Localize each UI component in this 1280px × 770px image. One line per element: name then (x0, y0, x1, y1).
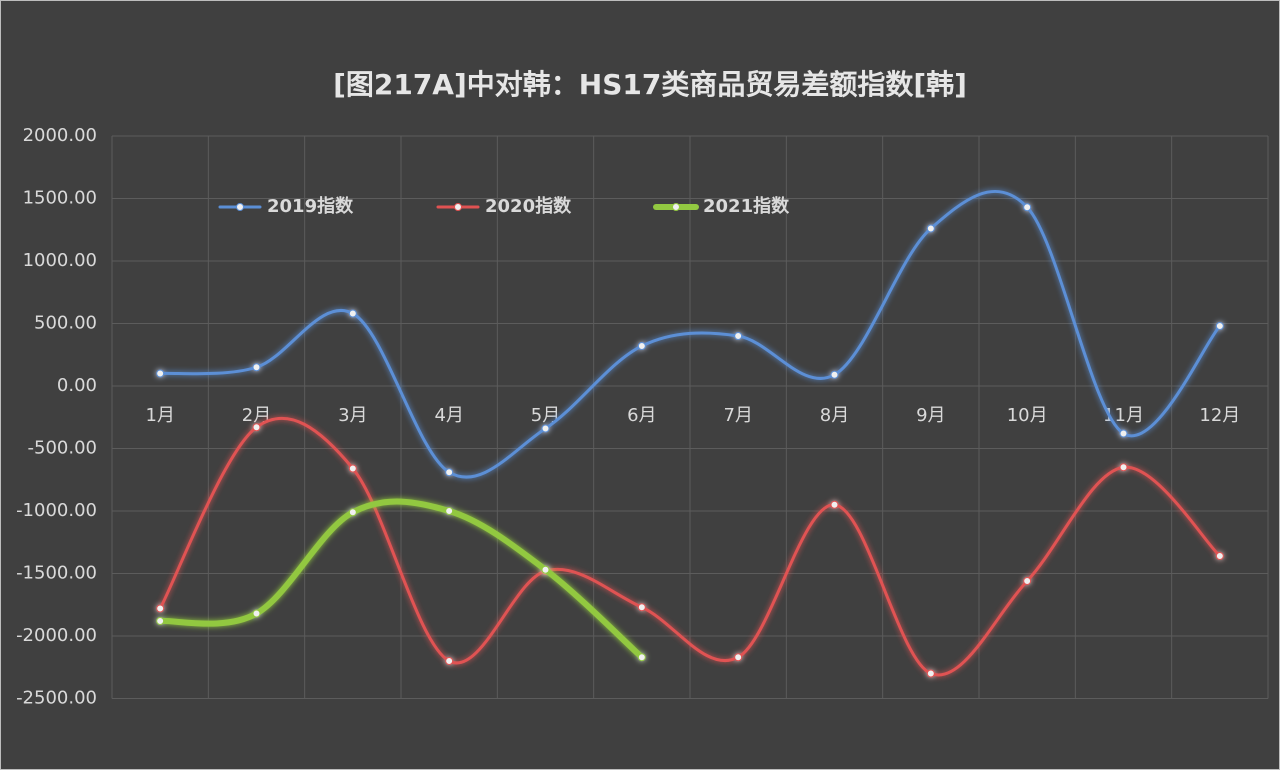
x-tick-label: 10月 (1007, 405, 1048, 426)
x-tick-label: 4月 (434, 405, 463, 426)
marker (348, 309, 357, 318)
marker (1119, 463, 1128, 472)
marker (1215, 322, 1224, 330)
x-tick-label: 9月 (916, 405, 945, 426)
y-tick-label: -500.00 (28, 438, 97, 459)
marker (348, 508, 357, 517)
marker (252, 363, 261, 372)
marker (830, 500, 839, 509)
marker (156, 604, 165, 613)
y-tick-label: 2000.00 (23, 125, 97, 146)
series (156, 189, 1224, 479)
marker (637, 603, 646, 612)
marker (445, 657, 454, 665)
y-tick-label: 1000.00 (23, 250, 97, 271)
x-tick-label: 7月 (723, 405, 752, 426)
y-tick-label: 1500.00 (23, 188, 97, 209)
legend-label: 2021指数 (703, 195, 790, 217)
line (157, 498, 645, 661)
marker (637, 342, 646, 350)
x-tick-label: 6月 (627, 405, 656, 426)
marker (1119, 429, 1128, 438)
line (158, 416, 1222, 677)
x-tick-label: 8月 (820, 405, 849, 426)
marker (445, 507, 454, 515)
marker (830, 370, 839, 379)
marker (1023, 577, 1032, 585)
marker (1023, 203, 1032, 212)
y-tick-label: -2000.00 (16, 625, 97, 646)
y-tick-label: -2500.00 (16, 688, 97, 709)
x-tick-label: 2月 (242, 405, 271, 426)
marker (156, 369, 165, 378)
marker (541, 424, 550, 433)
x-tick-label: 1月 (145, 405, 174, 426)
marker (926, 224, 935, 233)
y-tick-label: -1000.00 (16, 500, 97, 521)
x-tick-label: 12月 (1199, 405, 1240, 426)
series (156, 498, 646, 662)
x-tick-label: 3月 (338, 405, 367, 426)
y-tick-label: -1500.00 (16, 563, 97, 584)
marker (445, 468, 454, 477)
legend-label: 2019指数 (267, 195, 354, 217)
marker (252, 609, 261, 618)
marker (637, 653, 646, 662)
marker (252, 423, 261, 432)
marker (734, 332, 743, 340)
marker (348, 464, 357, 473)
x-tick-label: 5月 (531, 405, 560, 426)
y-tick-label: 0.00 (57, 375, 97, 396)
legend-marker (454, 203, 462, 211)
legend-label: 2020指数 (485, 195, 572, 217)
marker (734, 653, 743, 662)
marker (156, 617, 165, 625)
marker (541, 565, 550, 574)
marker (926, 669, 935, 678)
legend-marker (236, 203, 244, 211)
marker (1215, 552, 1224, 560)
chart-title: [图217A]中对韩：HS17类商品贸易差额指数[韩] (333, 68, 967, 101)
legend-marker (672, 203, 680, 211)
y-tick-label: 500.00 (34, 313, 97, 334)
